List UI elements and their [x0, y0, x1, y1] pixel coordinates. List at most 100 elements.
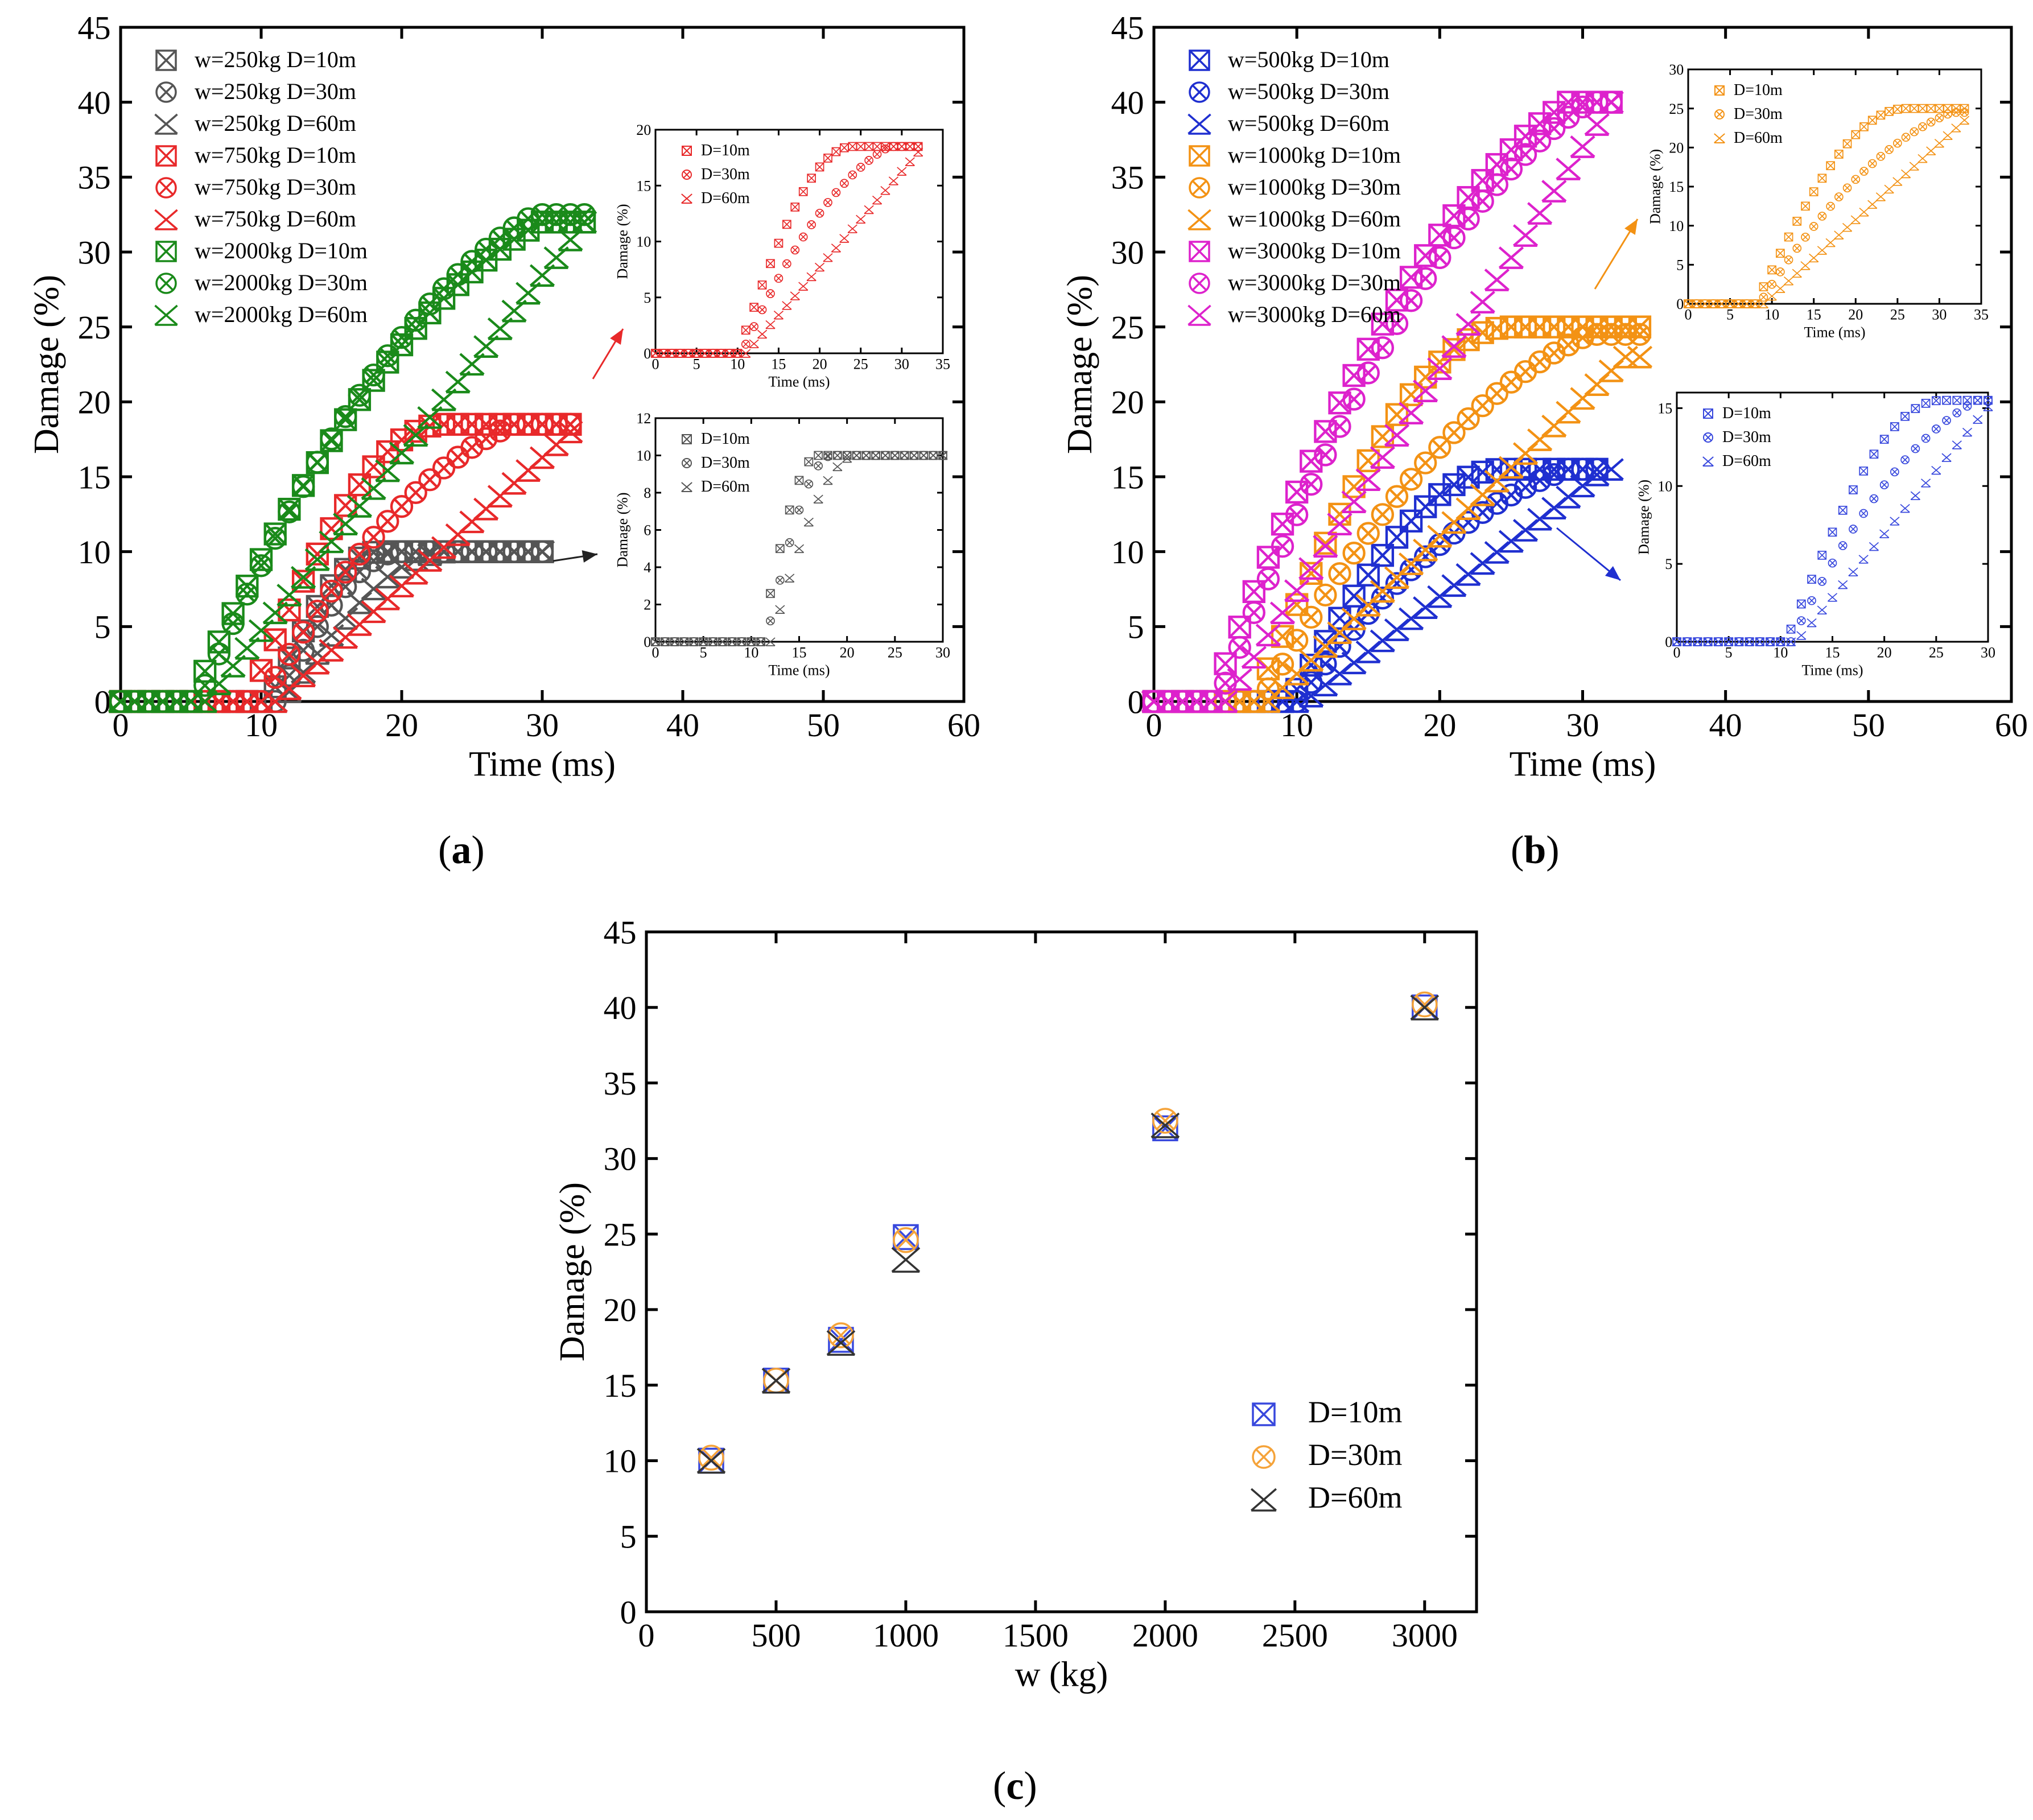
panel-b-inset-1-series-1-point: [1921, 434, 1931, 443]
panel-b-series-2-point: [1598, 458, 1624, 481]
panel-b-inset-1-series-1-point: [1879, 480, 1889, 490]
panel-a-legend-marker-2: [154, 113, 178, 135]
panel-c-series-2: [696, 994, 1440, 1474]
panel-a-inset-1-series-2-point: [698, 637, 708, 646]
panel-b-inset-1-legend-marker-0: [1703, 408, 1713, 419]
panel-b-series-8-point: [1556, 158, 1581, 180]
panel-b-inset-0-series-2-point: [1892, 177, 1903, 186]
panel-a-series-7-point: [221, 612, 245, 635]
panel-b-series-8-point: [1269, 601, 1296, 625]
panel-b-series-8-point: [1413, 379, 1438, 402]
panel-a-series-4-point: [446, 445, 469, 469]
panel-b-inset-0-axes: 0 5 10 15 20 25 30 35 0 5 10 15 20 25 30 Time (ms) Damag…: [1647, 61, 1989, 340]
panel-b-inset-0-xtick-label-0: 0: [1685, 306, 1692, 323]
panel-a-inset-0-series-2-point: [724, 349, 735, 358]
panel-a-inset-1-series-2-point: [861, 451, 871, 460]
panel-a-series-6-point: [236, 575, 259, 598]
panel-a-series-7-point: [362, 363, 385, 387]
panel-a-inset-1-series-2-point: [871, 451, 881, 460]
panel-b-inset-0-series-0-point: [1767, 265, 1776, 275]
caption-b: (b): [1511, 828, 1560, 872]
panel-b-series-8-point: [1370, 446, 1395, 469]
panel-a-inset-1-xlabel: Time (ms): [768, 662, 830, 679]
panel-a-inset-0-axes: 0 5 10 15 20 25 30 35 0 5 10 15 20 Time (ms) Damage (%…: [615, 122, 950, 390]
panel-b-inset-0-ytick-label-4: 20: [1669, 139, 1684, 156]
panel-b-legend-marker-7: [1189, 273, 1210, 294]
panel-b-inset-0-series-0-point: [1867, 115, 1877, 125]
panel-a-inset-1-series-1-point: [785, 538, 794, 547]
panel-a-inset-1-xtick-label-3: 15: [792, 644, 807, 661]
panel-a-inset-0-series-2-point: [757, 329, 768, 339]
panel-a-inset-0-series-1-point: [757, 305, 767, 315]
panel-a-inset-0-series-2-point: [658, 349, 669, 358]
panel-b-series-0-point: [1356, 563, 1380, 587]
panel-b-series-6-point: [1528, 112, 1552, 135]
panel-a-inset-1-xtick-label-1: 5: [700, 644, 707, 661]
panel-b-arrowhead-0: [1624, 219, 1638, 235]
panel-b-series-7-point: [1557, 105, 1580, 129]
panel-a-inset-1-legend-marker-1: [682, 458, 692, 468]
panel-b-inset-1-series-0-point: [1786, 624, 1796, 634]
panel-b-inset-0-legend-label-1: D=30m: [1734, 105, 1783, 123]
panel-b-xlabel: Time (ms): [1510, 745, 1656, 784]
panel-b-series-8-point: [1527, 202, 1553, 225]
panel-a-inset-1-series-2-point: [688, 637, 699, 646]
panel-b-inset-1-series-2-point: [1672, 637, 1682, 646]
panel-b-legend-label-3: w=1000kg D=10m: [1228, 142, 1401, 168]
panel-a-inset-1-series-0-point: [804, 457, 814, 467]
panel-b-series-4-point: [1328, 562, 1351, 585]
panel-b-inset-1-series-2-point: [1713, 637, 1723, 646]
panel-b-series-3-point: [1628, 315, 1652, 339]
panel-a-legend-marker-7: [155, 273, 177, 294]
panel-b-inset-0-xtick-label-4: 20: [1848, 306, 1863, 323]
panel-b-series-7-point: [1271, 535, 1294, 558]
panel-b-series-7-point: [1300, 473, 1323, 496]
panel-b-inset-0-series-2-point: [1758, 299, 1769, 308]
panel-b-series-7-point: [1314, 443, 1337, 467]
panel-b-inset-1-series-2-point: [1879, 529, 1890, 539]
panel-a-inset-0-series-0-point: [766, 259, 775, 269]
panel-b-series-8-point: [1327, 513, 1352, 536]
panel-b-inset-1-ytick-label-3: 15: [1657, 400, 1672, 416]
panel-b-series-6-point: [1285, 480, 1309, 504]
panel-c-xtick-label-6: 3000: [1392, 1617, 1458, 1654]
panel-a-series-7-point: [432, 277, 456, 300]
panel-b-inset-0-series-2-point: [1951, 123, 1961, 133]
panel-a-inset-1-series-2-point: [928, 451, 938, 460]
panel-b-inset-1-series-2-point: [1734, 637, 1745, 646]
panel-b-inset-0-series-1-point: [1918, 122, 1927, 131]
panel-b-inset-1-xtick-label-4: 20: [1877, 644, 1892, 661]
panel-a-inset-0-series-0-point: [798, 187, 808, 196]
panel-a-inset-1-series-2-point: [890, 451, 900, 460]
panel-a-ytick-label-4: 20: [78, 384, 111, 421]
panel-b-inset-1-series-2-point: [1692, 637, 1703, 646]
panel-b-inset-1-series-1-point: [1817, 577, 1827, 586]
panel-b-inset-1-legend-marker-1: [1703, 432, 1713, 443]
panel-a-inset-0-series-1-point: [766, 289, 775, 298]
panel-b-inset-1-series-2-point: [1858, 555, 1869, 564]
panel-b-ylabel: Damage (%): [1061, 275, 1099, 454]
panel-a-inset-0-series-0-point: [757, 280, 767, 290]
panel-b-inset-0-series-1-point: [1867, 159, 1877, 168]
panel-a-inset-0-legend-marker-2: [681, 193, 692, 204]
panel-b-inset-1-series-0-point: [1817, 551, 1827, 560]
panel-a-series-4-point: [390, 495, 414, 518]
panel-b-inset-0-series-2-point: [1850, 215, 1861, 224]
panel-a-inset-1-xtick-label-5: 25: [888, 644, 902, 661]
panel-a-inset-1-ytick-label-2: 4: [644, 559, 651, 576]
panel-b-inset-1-xtick-label-0: 0: [1673, 644, 1681, 661]
panel-b-inset-0-legend-marker-1: [1714, 109, 1725, 119]
panel-a-inset-0-series-1-point: [823, 198, 832, 207]
panel-a-series-4-point: [334, 560, 357, 584]
panel-c-series-2-point: [891, 1247, 921, 1273]
panel-b-inset-1-series-2-point: [1910, 491, 1920, 501]
panel-a-inset-0-series-2-point: [683, 349, 694, 358]
panel-b-series-7-point: [1342, 387, 1366, 411]
panel-a-inset-0-series-1-point: [864, 156, 873, 165]
panel-b-series-7-point: [1471, 189, 1494, 213]
panel-a-ytick-label-3: 15: [78, 459, 111, 496]
panel-a-inset-1-series-2-point: [756, 637, 766, 646]
panel-b-series-7-point: [1242, 601, 1265, 624]
panel-b-series-0-point: [1414, 495, 1437, 518]
panel-b-inset-1-series-1-point: [1962, 402, 1972, 411]
